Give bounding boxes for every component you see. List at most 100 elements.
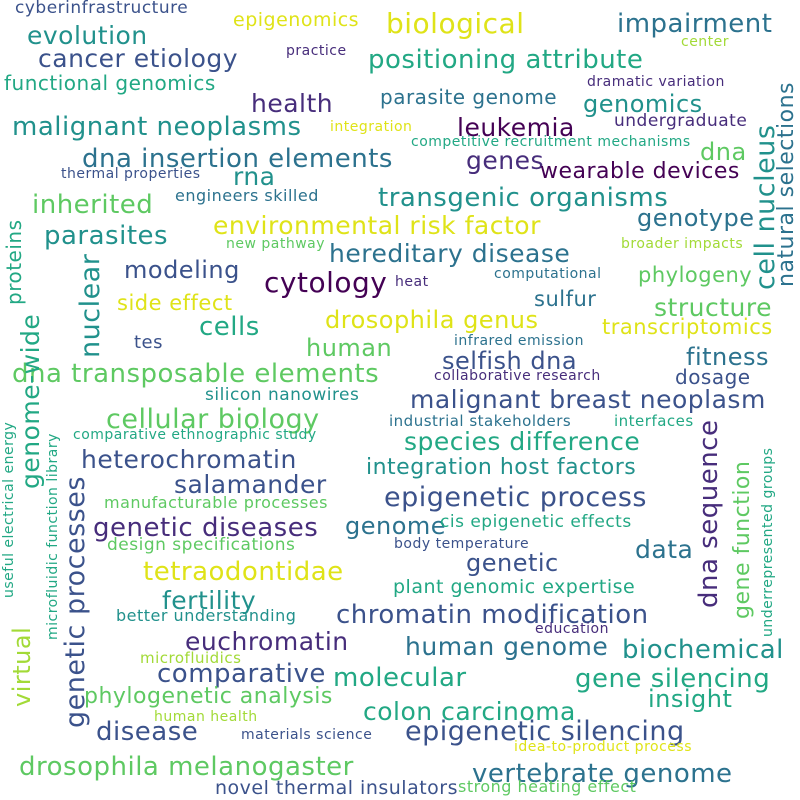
word-epigenomics: epigenomics (233, 9, 360, 31)
word-molecular: molecular (333, 663, 467, 693)
word-nuclear: nuclear (75, 253, 106, 358)
word-positioning-attribute: positioning attribute (368, 45, 644, 75)
word-silicon-nanowires: silicon nanowires (205, 385, 360, 405)
word-side-effect: side effect (117, 291, 233, 315)
word-cancer-etiology: cancer etiology (38, 44, 239, 73)
word-dna: dna (700, 138, 747, 166)
word-engineers-skilled: engineers skilled (175, 186, 319, 205)
word-practice: practice (286, 43, 347, 59)
word-wearable-devices: wearable devices (540, 159, 740, 184)
word-broader-impacts: broader impacts (621, 236, 744, 252)
word-drosophila-genus: drosophila genus (325, 306, 539, 334)
word-human: human (306, 334, 393, 362)
word-natural-selections: natural selections (774, 82, 799, 287)
word-environmental-risk-factor: environmental risk factor (213, 211, 541, 240)
word-useful-electrical-energy: useful electrical energy (1, 421, 17, 598)
word-center: center (681, 34, 730, 50)
word-phylogeny: phylogeny (638, 263, 753, 287)
word-proteins: proteins (2, 219, 26, 305)
word-cells: cells (199, 312, 260, 342)
word-genetic-processes: genetic processes (60, 476, 91, 728)
word-hereditary-disease: hereditary disease (329, 239, 571, 268)
word-human-health: human health (154, 709, 258, 725)
word-thermal-properties: thermal properties (61, 166, 201, 182)
word-impairment: impairment (617, 9, 773, 39)
word-novel-thermal-insulators: novel thermal insulators (215, 777, 459, 799)
word-parasites: parasites (44, 221, 169, 251)
word-inherited: inherited (32, 190, 154, 220)
word-biochemical: biochemical (622, 635, 784, 665)
word-integration: integration (330, 119, 413, 135)
word-functional-genomics: functional genomics (4, 71, 216, 95)
word-cytology: cytology (264, 266, 388, 299)
word-genomics: genomics (583, 90, 703, 118)
word-genotype: genotype (637, 204, 755, 232)
word-design-specifications: design specifications (107, 535, 296, 555)
word-virtual: virtual (8, 626, 36, 707)
word-genes: genes (466, 146, 545, 175)
word-salamander: salamander (174, 470, 327, 499)
word-human-genome: human genome (405, 632, 609, 661)
word-education: education (535, 621, 609, 637)
word-health: health (251, 89, 334, 118)
word-collaborative-research: collaborative research (434, 368, 601, 384)
word-fertility: fertility (162, 586, 257, 615)
word-modeling: modeling (124, 256, 240, 284)
word-malignant-neoplasms: malignant neoplasms (12, 112, 302, 142)
word-fitness: fitness (686, 343, 770, 371)
word-strong-heating-effect: strong heating effect (458, 777, 637, 796)
word-undergraduate: undergraduate (614, 111, 748, 131)
word-rna: rna (233, 162, 276, 191)
word-parasite-genome: parasite genome (380, 85, 558, 109)
word-competitive-recruitment-mechanisms: competitive recruitment mechanisms (411, 134, 691, 150)
word-malignant-breast-neoplasm: malignant breast neoplasm (410, 385, 766, 414)
word-plant-genomic-expertise: plant genomic expertise (393, 576, 636, 598)
word-better-understanding: better understanding (116, 606, 297, 625)
word-dna-sequence: dna sequence (694, 419, 724, 608)
word-biological: biological (386, 7, 525, 40)
word-gene-function: gene function (730, 460, 755, 619)
word-underrepresented-groups: underrepresented groups (760, 447, 776, 637)
word-industrial-stakeholders: industrial stakeholders (389, 412, 572, 430)
word-dosage: dosage (675, 365, 751, 389)
word-body-temperature: body temperature (394, 536, 530, 552)
word-selfish-dna: selfish dna (442, 347, 578, 375)
word-cyberinfrastructure: cyberinfrastructure (15, 0, 189, 18)
word-epigenetic-process: epigenetic process (384, 482, 647, 513)
word-microfluidic-function-library: microfluidic function library (45, 433, 61, 640)
word-insight: insight (648, 685, 733, 713)
word-euchromatin: euchromatin (185, 627, 349, 656)
word-chromatin-modification: chromatin modification (336, 600, 649, 630)
word-epigenetic-silencing: epigenetic silencing (405, 716, 685, 747)
word-computational: computational (494, 266, 602, 282)
word-cellular-biology: cellular biology (106, 404, 320, 435)
word-dna-transposable-elements: dna transposable elements (12, 359, 380, 389)
word-transgenic-organisms: transgenic organisms (378, 183, 669, 213)
word-tetraodontidae: tetraodontidae (143, 557, 344, 587)
word-phylogenetic-analysis: phylogenetic analysis (84, 684, 333, 709)
word-new-pathway: new pathway (226, 236, 326, 252)
word-heterochromatin: heterochromatin (81, 445, 297, 474)
word-drosophila-melanogaster: drosophila melanogaster (19, 752, 354, 782)
word-genome: genome (345, 512, 447, 540)
word-genetic: genetic (466, 549, 559, 577)
word-tes: tes (134, 332, 164, 353)
word-materials-science: materials science (241, 727, 373, 743)
word-interfaces: interfaces (614, 412, 694, 430)
word-manufacturable-processes: manufacturable processes (104, 493, 328, 512)
word-sulfur: sulfur (534, 287, 597, 311)
word-comparative: comparative (157, 659, 326, 689)
word-comparative-ethnographic-study: comparative ethnographic study (73, 427, 317, 443)
word-disease: disease (96, 717, 199, 747)
word-vertebrate-genome: vertebrate genome (472, 759, 733, 789)
word-genome-wide: genome-wide (16, 313, 45, 489)
word-genetic-diseases: genetic diseases (93, 513, 319, 543)
word-structure: structure (654, 293, 772, 322)
word-idea-to-product-process: idea-to-product process (514, 739, 692, 755)
word-transcriptomics: transcriptomics (602, 315, 773, 339)
word-dna-insertion-elements: dna insertion elements (82, 144, 393, 174)
word-heat: heat (395, 274, 429, 290)
word-colon-carcinoma: colon carcinoma (363, 697, 576, 726)
word-infrared-emission: infrared emission (454, 333, 584, 349)
